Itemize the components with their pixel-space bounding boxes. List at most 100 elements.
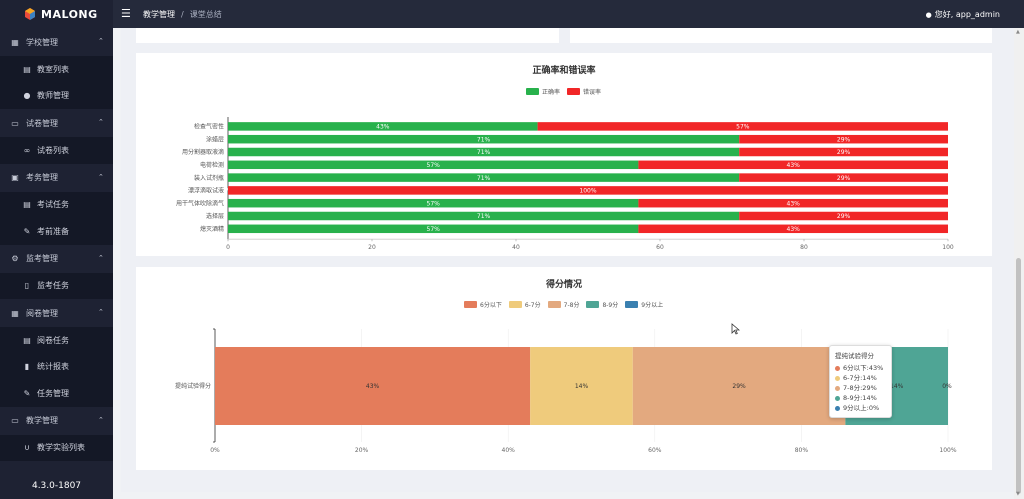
- sidebar-group-label: 考务管理: [26, 173, 58, 182]
- tooltip-title: 提纯试验得分: [835, 352, 874, 360]
- bar-segment[interactable]: [638, 160, 948, 170]
- legend-item[interactable]: 6-7分: [508, 300, 541, 309]
- sidebar-item-label: 教学实验列表: [37, 443, 85, 453]
- sidebar-item[interactable]: ▯ 监考任务: [0, 272, 113, 299]
- user-greeting: 您好, app_admin: [934, 10, 1000, 19]
- category-label: 装入试剂瓶: [194, 174, 224, 182]
- chevron-up-icon: ⌃: [98, 172, 104, 181]
- sidebar-group[interactable]: ▣ 考务管理 ⌃: [0, 163, 113, 192]
- legend-item[interactable]: 9分以上: [625, 300, 663, 309]
- sidebar-group[interactable]: ⚙ 监考管理 ⌃: [0, 244, 113, 273]
- sidebar-group-label: 监考管理: [26, 254, 58, 263]
- legend-swatch: [567, 88, 581, 95]
- sidebar-item[interactable]: ▤ 考试任务: [0, 191, 113, 218]
- legend-item[interactable]: 8-9分: [586, 300, 618, 309]
- category-label: 漂浮滴取试液: [188, 187, 224, 195]
- bar-segment[interactable]: [228, 211, 740, 221]
- sidebar-group[interactable]: ▭ 试卷管理 ⌃: [0, 109, 113, 137]
- scrollbar-thumb[interactable]: [1016, 258, 1021, 494]
- form-icon: ▭: [11, 118, 19, 128]
- scroll-up-icon[interactable]: ▲: [1016, 29, 1020, 35]
- sidebar-item[interactable]: ∞ 试卷列表: [0, 137, 113, 164]
- bar-data-label: 57%: [427, 200, 441, 207]
- x-tick-label: 100%: [939, 447, 956, 454]
- bar-segment[interactable]: [215, 347, 531, 425]
- legend-swatch: [625, 301, 639, 308]
- scroll-down-icon[interactable]: ▼: [1016, 491, 1020, 497]
- sidebar-item[interactable]: ● 教师管理: [0, 82, 113, 109]
- bar-segment[interactable]: [739, 173, 948, 182]
- bar-segment[interactable]: [228, 198, 639, 208]
- bar-segment[interactable]: [739, 211, 948, 221]
- score-chart: 0% 20% 40% 60% 80% 100% 提纯试验得分 43% 14% 29% 14% 0%: [175, 328, 957, 454]
- x-tick-label: 80: [800, 244, 808, 251]
- sidebar-item[interactable]: ∪ 教学实验列表: [0, 434, 113, 461]
- cart-icon: ▭: [11, 416, 19, 425]
- sidebar-item[interactable]: ▤ 教室列表: [0, 56, 113, 83]
- chevron-up-icon: ⌃: [98, 415, 104, 424]
- tooltip-text: 9分以上:0%: [843, 404, 880, 412]
- bar-data-label: 100%: [579, 188, 596, 195]
- top-card-right: [570, 28, 992, 43]
- tooltip-dot: [835, 405, 840, 411]
- bar-data-label: 43%: [366, 383, 380, 390]
- table-icon: ▤: [23, 335, 31, 345]
- bar-segment[interactable]: [228, 147, 740, 157]
- chevron-up-icon: ⌃: [98, 37, 104, 45]
- bar-segment[interactable]: [228, 122, 538, 131]
- sidebar-item[interactable]: ✎ 任务管理: [0, 380, 113, 407]
- tooltip-dot: [835, 375, 840, 381]
- legend-item[interactable]: 6分以下: [464, 300, 502, 309]
- bar-segment[interactable]: [228, 186, 948, 195]
- user-icon: ●: [23, 91, 31, 101]
- bar-segment[interactable]: [228, 134, 740, 144]
- bar-data-label: 43%: [787, 162, 801, 169]
- category-label: 选择层: [206, 212, 224, 220]
- tooltip-text: 6-7分:14%: [843, 374, 877, 382]
- sidebar-group[interactable]: ▦ 学校管理 ⌃: [0, 28, 113, 56]
- chart-legend: 6分以下 6-7分 7-8分 8-9分 9分以上: [464, 300, 670, 309]
- bar-data-label: 71%: [477, 149, 491, 156]
- category-label: 涂蜡层: [206, 135, 224, 143]
- sidebar-item[interactable]: ✎ 考前准备: [0, 218, 113, 245]
- sidebar-item-label: 考试任务: [37, 200, 69, 210]
- sidebar-group[interactable]: ▦ 阅卷管理 ⌃: [0, 299, 113, 327]
- category-label: 检查气密性: [194, 123, 224, 131]
- legend-label: 6分以下: [480, 302, 502, 309]
- version-label: 4.3.0-1807: [0, 473, 113, 499]
- legend-item[interactable]: 正确率: [526, 87, 560, 96]
- bar-segment[interactable]: [530, 347, 633, 425]
- bar-segment[interactable]: [638, 198, 948, 208]
- chevron-up-icon: ⌃: [98, 253, 104, 262]
- scrollbar[interactable]: ▲ ▼: [1014, 28, 1024, 499]
- bar-segment[interactable]: [638, 224, 948, 234]
- bar-segment[interactable]: [537, 122, 948, 131]
- breadcrumb-item[interactable]: 教学管理: [143, 9, 175, 19]
- legend-swatch: [526, 88, 539, 95]
- sidebar-menu: ▦ 学校管理 ⌃ ▤ 教室列表 ● 教师管理 ▭ 试卷管理 ⌃ ∞ 试卷列表 ▣ 考务管理 ⌃ ▤ 考试任务 ✎ 考…: [0, 28, 113, 461]
- settings-icon: ⚙: [11, 254, 19, 263]
- bar-segment[interactable]: [632, 347, 846, 425]
- logo-text: MALONG: [41, 7, 98, 21]
- category-label: 熄灭酒精: [200, 225, 224, 233]
- bar-segment[interactable]: [228, 173, 740, 182]
- bar-segment[interactable]: [228, 224, 639, 234]
- bar-segment[interactable]: [739, 134, 948, 144]
- sidebar-item[interactable]: ▮ 统计报表: [0, 353, 113, 380]
- user-menu[interactable]: ● 您好, app_admin: [926, 9, 1000, 20]
- legend-item[interactable]: 错误率: [567, 87, 601, 96]
- bar-segment[interactable]: [739, 147, 948, 157]
- chart-title: 正确率和错误率: [532, 66, 596, 76]
- legend-swatch: [508, 301, 522, 308]
- sidebar-item-label: 教师管理: [37, 91, 69, 101]
- x-tick-label: 40%: [502, 447, 516, 454]
- hamburger-icon[interactable]: ☰: [121, 7, 131, 20]
- bar-segment[interactable]: [228, 160, 639, 170]
- bar-data-label: 71%: [477, 175, 491, 182]
- category-label: 用分割器取液滴: [182, 148, 224, 156]
- legend-item[interactable]: 7-8分: [547, 300, 579, 309]
- sidebar-item[interactable]: ▤ 阅卷任务: [0, 327, 113, 354]
- app-logo[interactable]: MALONG: [0, 0, 113, 28]
- sidebar-group[interactable]: ▭ 教学管理 ⌃: [0, 406, 113, 435]
- sidebar-item-label: 统计报表: [37, 362, 69, 372]
